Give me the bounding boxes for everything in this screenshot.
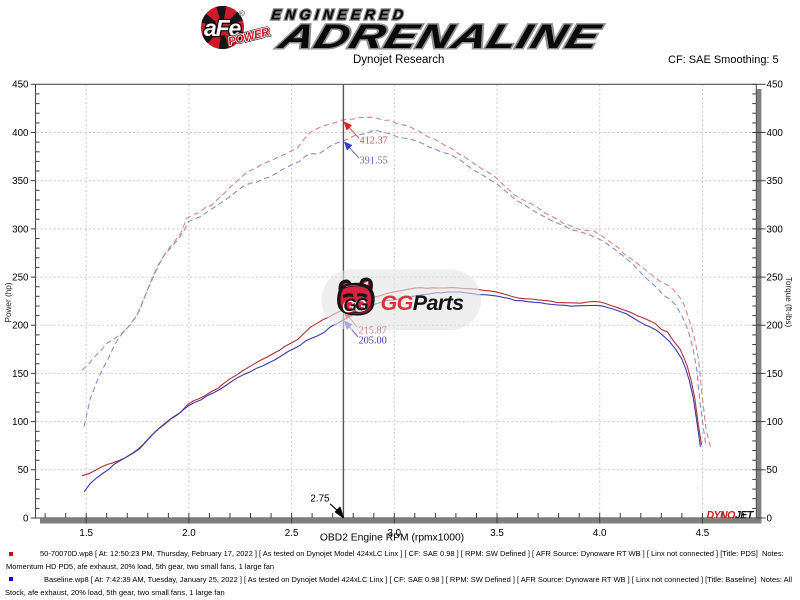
svg-text:GG: GG	[341, 295, 368, 316]
svg-text:2.5: 2.5	[285, 528, 299, 539]
svg-text:205.00: 205.00	[359, 336, 387, 347]
svg-text:100: 100	[12, 417, 29, 428]
svg-text:R: R	[240, 11, 243, 16]
svg-text:OBD2 Engine RPM (rpmx1000): OBD2 Engine RPM (rpmx1000)	[320, 533, 464, 544]
svg-text:150: 150	[12, 369, 29, 380]
svg-text:300: 300	[12, 224, 29, 235]
svg-text:2.0: 2.0	[182, 528, 196, 539]
svg-text:aFe: aFe	[204, 15, 241, 41]
svg-text:450: 450	[12, 80, 29, 91]
svg-text:200: 200	[12, 321, 29, 332]
svg-text:1.5: 1.5	[79, 528, 93, 539]
svg-text:2.75: 2.75	[310, 494, 330, 505]
svg-text:400: 400	[12, 128, 29, 139]
svg-text:200: 200	[767, 321, 784, 332]
svg-text:350: 350	[12, 176, 29, 187]
svg-text:ENGINEERED: ENGINEERED	[271, 8, 408, 24]
svg-text:0: 0	[767, 513, 773, 524]
svg-text:150: 150	[767, 369, 784, 380]
svg-text:DYNO: DYNO	[707, 509, 737, 521]
svg-text:400: 400	[767, 128, 784, 139]
svg-text:ENGINEERED: ENGINEERED	[271, 8, 408, 24]
svg-text:215.87: 215.87	[359, 326, 387, 337]
svg-text:4.0: 4.0	[593, 528, 607, 539]
svg-text:350: 350	[767, 176, 784, 187]
svg-text:450: 450	[767, 80, 784, 91]
svg-text:391.55: 391.55	[360, 156, 388, 167]
svg-text:300: 300	[767, 224, 784, 235]
svg-text:Power (hp): Power (hp)	[4, 282, 13, 322]
svg-text:100: 100	[767, 417, 784, 428]
svg-text:4.5: 4.5	[696, 528, 710, 539]
svg-text:412.37: 412.37	[360, 136, 388, 147]
svg-text:GGParts: GGParts	[381, 291, 465, 315]
svg-text:50: 50	[18, 465, 29, 476]
svg-text:ADRENALINE: ADRENALINE	[274, 17, 607, 55]
svg-text:250: 250	[767, 273, 784, 284]
svg-text:0: 0	[23, 513, 29, 524]
svg-text:3.5: 3.5	[490, 528, 504, 539]
svg-text:GG: GG	[343, 294, 370, 315]
svg-text:50: 50	[767, 465, 778, 476]
svg-text:JET: JET	[735, 509, 755, 521]
svg-text:ADRENALINE: ADRENALINE	[274, 17, 607, 55]
svg-text:Torque (ft-lbs): Torque (ft-lbs)	[784, 277, 793, 328]
svg-text:250: 250	[12, 273, 29, 284]
svg-text:3.0: 3.0	[387, 528, 401, 539]
